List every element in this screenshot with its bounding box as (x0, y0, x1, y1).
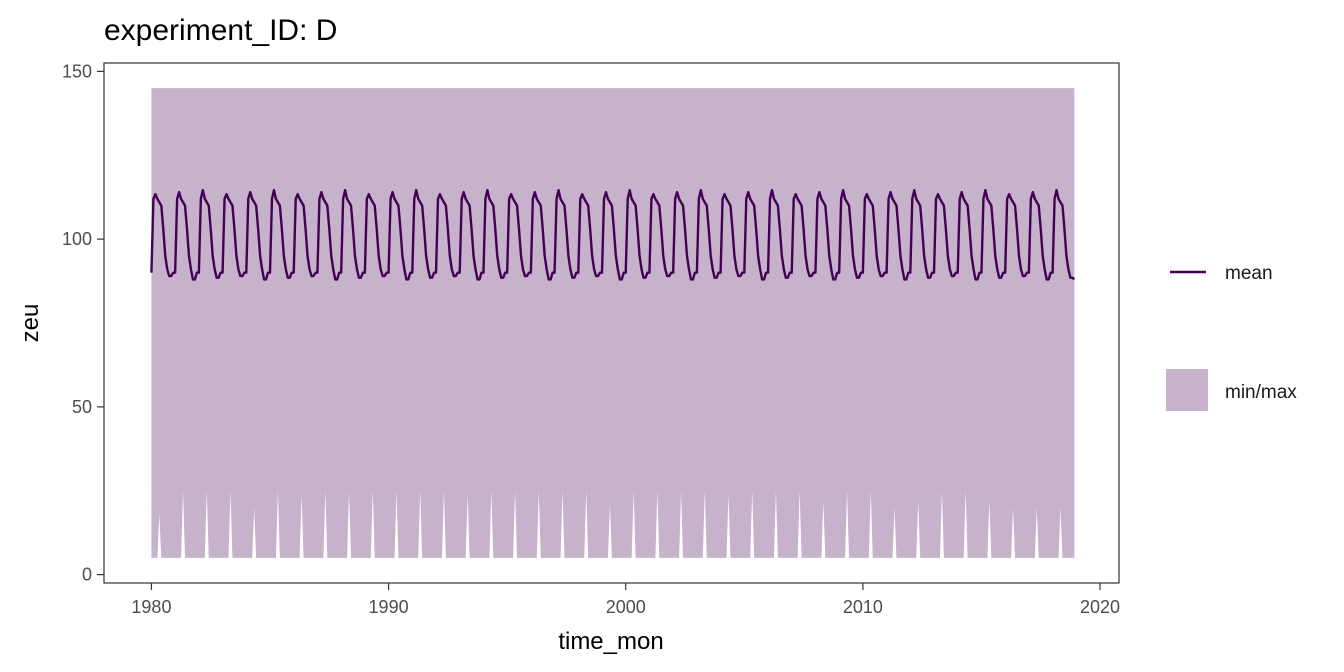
y-tick-label: 50 (72, 397, 92, 417)
line-layer (150, 188, 1076, 281)
plot-panel (103, 62, 1120, 584)
y-axis: 0 50 100 150 (62, 61, 104, 585)
legend-mean-label: mean (1225, 263, 1273, 284)
x-tick-label: 1980 (131, 597, 171, 617)
x-tick-label: 1990 (369, 597, 409, 617)
x-tick-label: 2020 (1080, 597, 1120, 617)
plot-border (103, 62, 1120, 584)
y-axis-title: zeu (17, 304, 44, 343)
series-mean-line (150, 188, 1076, 281)
series-minmax-ribbon (151, 88, 1075, 558)
legend-minmax-label: min/max (1225, 382, 1297, 403)
y-tick-label: 100 (62, 229, 92, 249)
x-tick-label: 2000 (606, 597, 646, 617)
chart-title: experiment_ID: D (104, 14, 337, 47)
y-tick-label: 150 (62, 61, 92, 81)
x-tick-label: 2010 (843, 597, 883, 617)
ribbon-layer (151, 88, 1075, 558)
legend-minmax-key (1166, 369, 1208, 411)
legend: mean min/max (1166, 263, 1297, 411)
x-axis-title: time_mon (558, 628, 663, 655)
y-tick-label: 0 (82, 565, 92, 585)
x-axis: 1980 1990 2000 2010 2020 (131, 583, 1120, 617)
